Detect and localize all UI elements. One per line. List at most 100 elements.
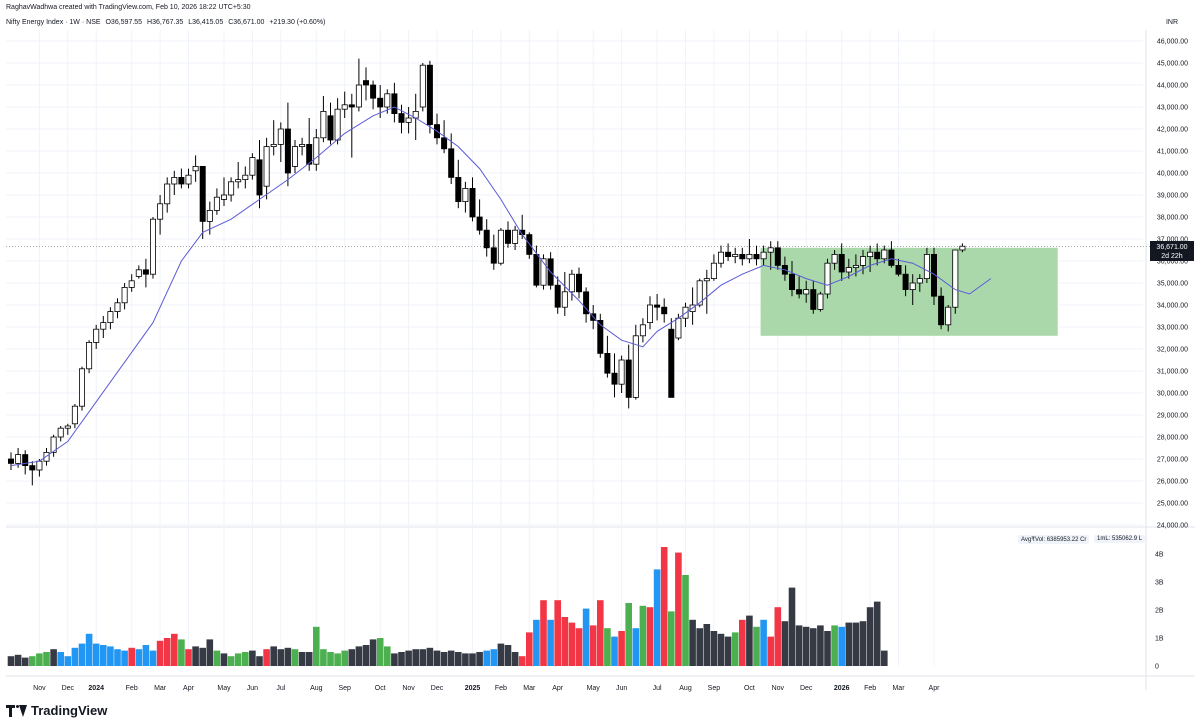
volume-bar — [469, 653, 476, 666]
volume-bar — [739, 619, 746, 666]
candle-body — [206, 209, 213, 222]
volume-bar — [554, 600, 561, 666]
volume-bar — [490, 649, 498, 666]
volume-bar — [7, 656, 15, 666]
candle-body — [362, 80, 369, 86]
volume-bar — [660, 547, 668, 666]
candle-body — [888, 249, 895, 266]
candle-body — [597, 319, 604, 354]
price-tick-label: 36,000.00 — [1157, 259, 1188, 266]
candle-body — [732, 253, 739, 257]
candle-body — [533, 253, 540, 286]
volume-bar — [412, 649, 419, 666]
volume-bar — [85, 633, 93, 666]
candle-body — [817, 293, 824, 310]
time-tick-label: 2026 — [834, 685, 850, 692]
candle-body — [291, 146, 298, 167]
volume-bar — [142, 645, 150, 666]
candle-body — [192, 165, 199, 172]
candle-body — [7, 458, 14, 464]
volume-bar — [795, 625, 803, 666]
price-tick-label: 33,000.00 — [1157, 325, 1188, 332]
volume-bar — [504, 645, 512, 666]
volume-bar — [433, 650, 441, 666]
volume-bar — [185, 649, 192, 666]
candle-body — [568, 273, 575, 293]
time-tick-label: Jun — [616, 685, 627, 692]
candle-body — [576, 273, 583, 293]
volume-bar — [476, 652, 483, 666]
candle-body — [469, 187, 476, 218]
candle-body — [916, 278, 923, 284]
volume-bar — [589, 625, 597, 666]
candle-body — [426, 64, 433, 125]
candle-body — [583, 291, 590, 315]
volume-bar — [213, 650, 221, 666]
candle-body — [838, 253, 845, 273]
volume-bar — [703, 624, 711, 666]
volume-bar — [774, 607, 782, 666]
volume-bar — [526, 632, 533, 666]
candle-body — [952, 249, 959, 308]
candle-body — [100, 322, 107, 330]
candle-body — [618, 359, 625, 385]
volume-bar — [561, 617, 569, 666]
time-tick-label: Feb — [864, 685, 876, 692]
candle-body — [249, 157, 256, 176]
price-tick-label: 46,000.00 — [1157, 39, 1188, 46]
time-tick-label: Dec — [431, 685, 444, 692]
volume-bar — [873, 601, 881, 666]
volume-bar — [881, 650, 888, 666]
volume-bar — [327, 652, 334, 666]
candle-body — [852, 264, 859, 268]
volume-bar — [206, 639, 214, 666]
volume-bar — [426, 647, 434, 666]
low-value: L36,415.05 — [188, 19, 224, 26]
candle-body — [959, 245, 966, 251]
time-tick-label: Apr — [929, 685, 941, 692]
volume-bar — [582, 608, 590, 666]
volume-bar — [199, 647, 206, 666]
price-tick-label: 38,000.00 — [1157, 215, 1188, 222]
symbol-label[interactable]: Nifty Energy Index · 1W · NSE — [6, 19, 101, 26]
candle-body — [36, 460, 43, 471]
volume-bar — [114, 649, 121, 666]
volume-bar — [568, 622, 576, 666]
volume-bar — [320, 649, 327, 666]
candle-body — [767, 247, 774, 253]
candle-body — [831, 253, 838, 264]
time-tick-label: Jul — [276, 685, 285, 692]
candle-body — [512, 229, 519, 244]
candle-body — [284, 128, 291, 174]
time-tick-label: Dec — [62, 685, 75, 692]
price-tick-label: 34,000.00 — [1157, 303, 1188, 310]
candle-body — [57, 427, 64, 438]
time-tick-label: 2024 — [88, 685, 104, 692]
volume-bar — [121, 650, 128, 666]
volume-bar — [391, 653, 398, 666]
candle-body — [675, 317, 682, 339]
volume-bar — [831, 625, 838, 666]
attribution-text: RaghavWadhwa created with TradingView.co… — [6, 4, 251, 11]
volume-bar — [270, 646, 277, 666]
candle-body — [604, 352, 611, 374]
candle-body — [909, 282, 916, 290]
volume-bar — [653, 569, 661, 666]
volume-bar — [611, 636, 618, 666]
time-tick-label: Feb — [126, 685, 138, 692]
price-tick-label: 41,000.00 — [1157, 149, 1188, 156]
volume-bar — [384, 646, 391, 666]
candlestick-series — [7, 58, 966, 486]
candle-body — [718, 251, 725, 264]
tradingview-logo[interactable]: TradingView — [6, 703, 107, 718]
volume-bar — [50, 649, 57, 666]
candle-body — [142, 269, 149, 275]
candle-body — [845, 267, 852, 273]
candle-body — [895, 264, 902, 275]
candle-body — [71, 405, 78, 425]
candle-body — [334, 108, 341, 141]
candle-body — [760, 251, 767, 260]
candle-body — [774, 247, 781, 266]
volume-bar — [355, 646, 363, 666]
